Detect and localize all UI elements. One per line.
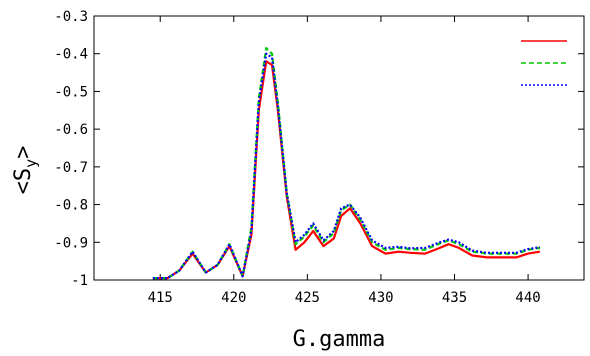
series-line-1: [152, 60, 541, 280]
series-line-2: [152, 46, 541, 280]
y-tick-label: -0.4: [54, 47, 88, 63]
y-tick-label: -0.3: [54, 9, 88, 25]
y-tick-label: -0.5: [54, 84, 88, 100]
y-tick-label: -1: [71, 273, 88, 289]
x-tick-label: 415: [148, 290, 173, 306]
legend: [521, 40, 567, 86]
series-line-3: [152, 52, 541, 280]
x-tick-label: 430: [368, 290, 393, 306]
x-tick-label: 420: [221, 290, 246, 306]
series-layer: [152, 46, 541, 280]
y-axis-title-main: <S: [11, 168, 36, 195]
y-axis-title: <Sy>: [11, 146, 40, 195]
plot-frame: [93, 15, 585, 281]
x-tick-label: 435: [442, 290, 467, 306]
x-axis-title: G.gamma: [293, 327, 386, 352]
y-tick-label: -0.6: [54, 122, 88, 138]
y-tick-label: -0.7: [54, 160, 88, 176]
y-axis-title-close: >: [11, 146, 36, 159]
y-axis: -0.3 -0.4 -0.5 -0.6 -0.7 -0.8 -0.9 -1: [54, 9, 584, 289]
y-tick-label: -0.9: [54, 235, 88, 251]
x-axis: 415 420 425 430 435 440: [148, 16, 541, 306]
x-tick-label: 425: [295, 290, 320, 306]
y-axis-title-subscript: y: [22, 159, 40, 168]
x-tick-label: 440: [515, 290, 540, 306]
y-tick-label: -0.8: [54, 198, 88, 214]
